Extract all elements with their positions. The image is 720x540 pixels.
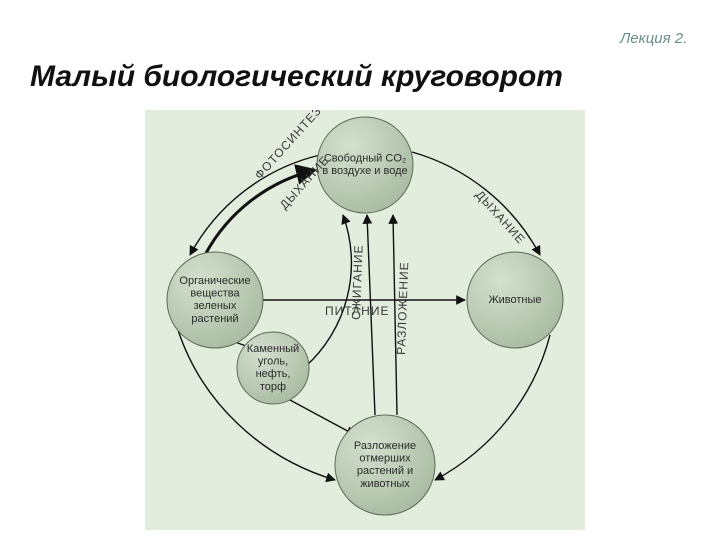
node-plants: Органическиевеществазеленыхрастений	[167, 252, 263, 348]
page-title: Малый биологический круговорот	[30, 60, 563, 94]
node-label: нефть,	[256, 368, 291, 380]
node-label: Каменный	[247, 343, 299, 355]
node-label: Разложение	[354, 440, 416, 452]
node-label: животных	[360, 478, 410, 490]
node-label: растений	[191, 313, 238, 325]
cycle-edge	[290, 400, 355, 435]
node-label: Животные	[488, 294, 541, 306]
cycle-edge	[435, 335, 550, 480]
node-label: отмерших	[359, 453, 411, 465]
lecture-label: Лекция 2.	[620, 30, 687, 47]
node-label: Органические	[179, 275, 250, 287]
edge-label: ДЫХАНИЕ	[473, 188, 528, 247]
cycle-edge	[305, 215, 351, 367]
node-label: растений и	[357, 465, 413, 477]
node-label: в воздухе и воде	[322, 165, 407, 177]
node-co2: Свободный CO₂в воздухе и воде	[317, 117, 413, 213]
node-label: торф	[260, 381, 286, 393]
edge-label: ПИТАНИЕ	[325, 304, 389, 318]
node-label: вещества	[190, 288, 240, 300]
edge-label: РАЗЛОЖЕНИЕ	[394, 261, 411, 355]
node-label: Свободный CO₂	[324, 153, 406, 165]
diagram-canvas: Свободный CO₂в воздухе и воде Органически…	[145, 110, 585, 530]
node-label: уголь,	[258, 356, 288, 368]
node-animals: Животные	[467, 252, 563, 348]
node-fossil: Каменныйуголь,нефть,торф	[237, 332, 309, 404]
node-label: зеленых	[194, 300, 237, 312]
cycle-diagram: Свободный CO₂в воздухе и воде Органически…	[145, 110, 585, 530]
node-decomp: Разложениеотмершихрастений иживотных	[335, 415, 435, 515]
